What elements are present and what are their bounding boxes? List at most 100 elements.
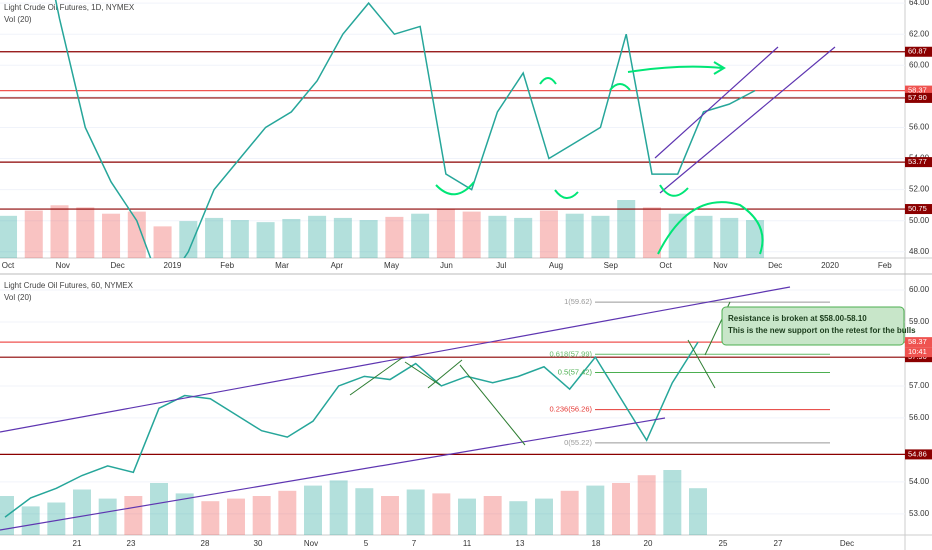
y-tick-label: 56.00 <box>909 123 930 132</box>
price-tag-label: 57.90 <box>908 93 927 102</box>
volume-bar <box>230 220 249 258</box>
price-tag-label: 53.77 <box>908 157 927 166</box>
volume-bar <box>483 496 502 535</box>
y-tick-label: 56.00 <box>909 413 930 422</box>
volume-bar <box>565 213 584 258</box>
price-tag <box>905 352 932 363</box>
annotation-background <box>721 306 905 346</box>
y-tick-label: 59.00 <box>909 317 930 326</box>
volume-bar <box>98 498 117 535</box>
x-tick-label: Dec <box>110 261 124 270</box>
plot-area <box>0 0 905 258</box>
x-tick-label: Dec <box>768 261 782 270</box>
volume-bar <box>509 501 528 535</box>
volume-bar <box>50 205 69 258</box>
volume-bar <box>591 215 610 258</box>
volume-bar <box>406 489 425 535</box>
volume-bar <box>539 210 558 258</box>
price-tag <box>905 157 932 168</box>
x-tick-label: Oct <box>2 261 15 270</box>
hand-arc <box>554 189 579 199</box>
volume-bar <box>102 213 121 258</box>
price-line <box>4 341 699 518</box>
volume-bar <box>205 217 224 258</box>
x-tick-label: 28 <box>201 539 210 548</box>
volume-bar <box>47 502 66 535</box>
x-tick-label: Feb <box>878 261 892 270</box>
arrow <box>459 364 526 446</box>
x-tick-label: Jun <box>440 261 453 270</box>
volume-bar <box>488 215 507 258</box>
x-tick-label: 13 <box>516 539 525 548</box>
fib-label: 0.5(57.42) <box>558 368 593 377</box>
volume-bar <box>612 483 630 535</box>
x-tick-label: 11 <box>463 539 472 548</box>
volume-bar <box>668 213 687 258</box>
x-tick-label: 25 <box>719 539 728 548</box>
volume-bar <box>411 213 430 258</box>
arrow <box>404 361 441 386</box>
volume-bar <box>21 506 40 535</box>
volume-bar <box>153 226 172 258</box>
price-tag <box>905 46 932 57</box>
x-tick-label: Apr <box>331 261 344 270</box>
y-tick-label: 50.00 <box>909 216 930 225</box>
x-tick-label: 2020 <box>821 261 839 270</box>
fib-label: 0.618(57.99) <box>549 349 592 358</box>
hand-arrow <box>713 61 726 75</box>
volume-bar <box>201 501 220 535</box>
annotation-text: Resistance is broken at $58.00-58.10 <box>728 314 867 323</box>
x-tick-label: Nov <box>304 539 318 548</box>
y-tick-label: 60.00 <box>909 60 930 69</box>
price-tag <box>905 85 932 96</box>
hand-arc <box>539 77 557 85</box>
volume-bar <box>73 489 91 535</box>
volume-bar <box>355 488 374 535</box>
arrow <box>427 359 463 389</box>
y-tick-label: 62.00 <box>909 29 930 38</box>
volume-bar <box>333 217 352 258</box>
chart-title: Light Crude Oil Futures, 60, NYMEX <box>4 281 134 290</box>
volume-bar <box>24 210 43 258</box>
hand-arc <box>659 184 689 197</box>
volume-bar <box>535 498 553 535</box>
fib-label: 0.236(56.26) <box>549 405 592 414</box>
hand-arrow <box>627 65 723 73</box>
volume-bar <box>278 490 297 535</box>
volume-bar <box>0 215 18 258</box>
fib-label: 1(59.62) <box>564 297 592 306</box>
volume-bar <box>329 480 348 535</box>
price-tag <box>905 204 932 215</box>
x-tick-label: Nov <box>713 261 727 270</box>
volume-bar <box>560 490 579 535</box>
price-tag <box>905 449 932 460</box>
trend-channel <box>0 417 666 531</box>
volume-bar <box>227 498 245 535</box>
annotation-box: Resistance is broken at $58.00-58.10 Thi… <box>721 306 916 346</box>
y-tick-label: 48.00 <box>909 247 930 256</box>
arrow <box>349 357 403 396</box>
x-tick-label: 27 <box>774 539 783 548</box>
price-tag-label: 60.87 <box>908 47 927 56</box>
volume-bar <box>282 218 301 258</box>
volume-bar <box>124 496 143 535</box>
volume-bar <box>694 215 713 258</box>
volume-bar <box>642 207 661 258</box>
x-tick-label: 21 <box>73 539 82 548</box>
x-tick-label: Dec <box>840 539 854 548</box>
x-tick-label: Jul <box>496 261 506 270</box>
price-tag-label: 50.75 <box>908 204 927 213</box>
volume-bar <box>175 493 194 535</box>
volume-bar <box>689 488 707 535</box>
volume-bar <box>359 220 378 258</box>
y-tick-label: 60.00 <box>909 285 930 294</box>
x-tick-label: Feb <box>220 261 234 270</box>
fib-label: 0(55.22) <box>564 438 592 447</box>
drawings <box>0 46 836 531</box>
volume-bar <box>720 217 739 258</box>
volume-bar <box>436 209 455 258</box>
x-tick-label: 20 <box>644 539 653 548</box>
volume-bar <box>637 475 656 535</box>
annotation-text: This is the new support on the retest fo… <box>728 326 916 335</box>
